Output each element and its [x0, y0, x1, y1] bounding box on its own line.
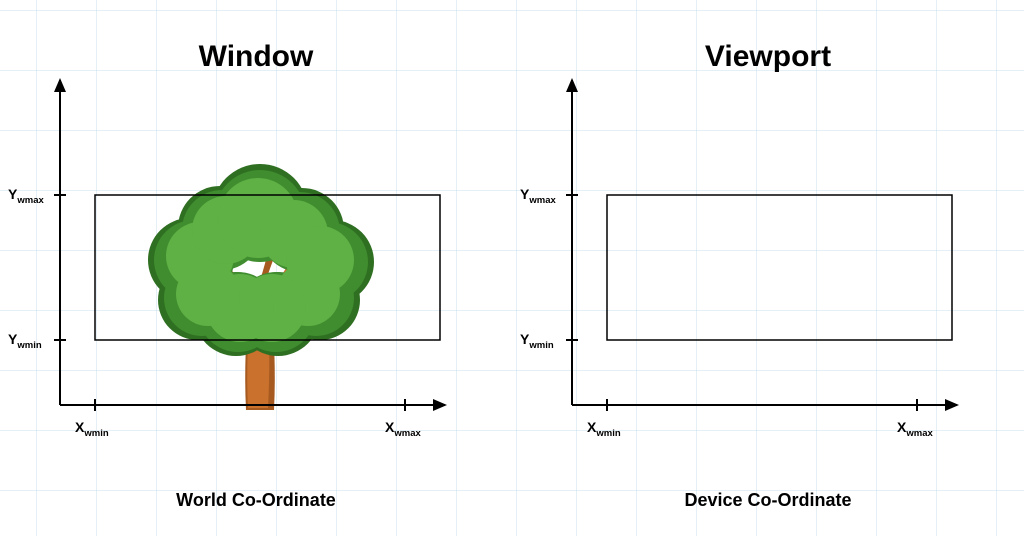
- clip-rectangle: [607, 195, 952, 340]
- panels-container: WindowYwmaxYwminXwminXwmaxWorld Co-Ordin…: [0, 0, 1024, 536]
- tree-icon: [148, 164, 374, 410]
- svg-wrap: [0, 0, 512, 536]
- caption-viewport: Device Co-Ordinate: [512, 490, 1024, 511]
- stage-viewport: [512, 0, 1024, 536]
- label-xmax: Xwmax: [385, 419, 421, 439]
- label-ymax: Ywmax: [520, 186, 556, 206]
- svg-wrap: [512, 0, 1024, 536]
- tree-icon: [660, 174, 886, 420]
- label-ymin: Ywmin: [8, 331, 42, 351]
- label-xmin: Xwmin: [75, 419, 109, 439]
- panel-window: WindowYwmaxYwminXwminXwmaxWorld Co-Ordin…: [0, 0, 512, 536]
- label-xmax: Xwmax: [897, 419, 933, 439]
- label-xmin: Xwmin: [587, 419, 621, 439]
- panel-viewport: ViewportYwmaxYwminXwminXwmaxDevice Co-Or…: [512, 0, 1024, 536]
- stage-window: [0, 0, 512, 536]
- label-ymax: Ywmax: [8, 186, 44, 206]
- label-ymin: Ywmin: [520, 331, 554, 351]
- caption-window: World Co-Ordinate: [0, 490, 512, 511]
